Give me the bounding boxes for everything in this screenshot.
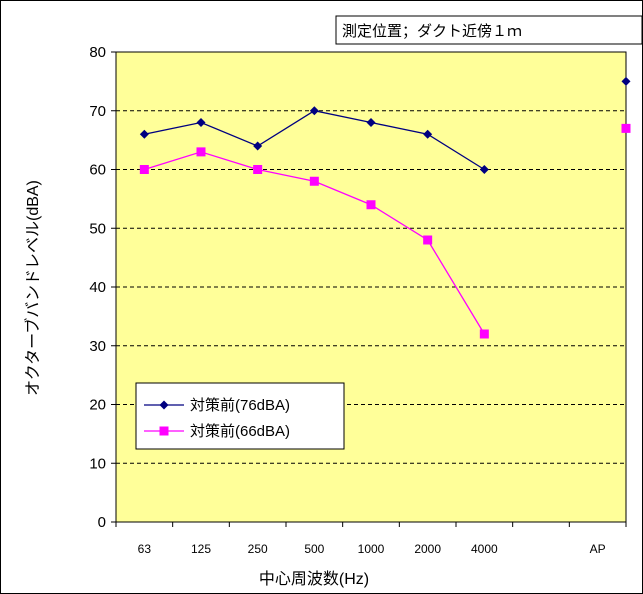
x-tick-label-250: 250 [248, 542, 268, 556]
legend-marker-1 [159, 400, 169, 410]
y-tick-label-80: 80 [89, 44, 106, 61]
x-tick-label-1000: 1000 [358, 542, 385, 556]
series-1-point-2000 [423, 129, 433, 139]
legend-label-1: 対策前(76dBA) [190, 397, 290, 414]
x-axis-ticks: 63 125 250 500 1000 2000 4000 AP [115, 522, 627, 556]
series-2-point-125 [196, 147, 206, 157]
series-1-point-250 [253, 141, 263, 151]
series-group [139, 76, 631, 339]
x-tick-label-125: 125 [191, 542, 211, 556]
y-tick-label-60: 60 [89, 162, 106, 179]
series-2-point-2000 [423, 235, 433, 245]
x-tick-label-AP: AP [590, 542, 606, 556]
legend-marker-2 [159, 426, 169, 436]
series-1-point-AP [621, 76, 631, 86]
series-2-point-500 [309, 176, 319, 186]
series-2 [139, 123, 631, 339]
x-tick-label-2000: 2000 [414, 542, 441, 556]
legend-label-2: 対策前(66dBA) [190, 423, 290, 440]
series-2-point-4000 [479, 329, 489, 339]
series-1-point-1000 [366, 118, 376, 127]
legend-box [135, 382, 345, 450]
series-1-point-500 [309, 106, 319, 116]
y-tick-label-20: 20 [89, 397, 106, 414]
y-tick-label-30: 30 [89, 338, 106, 355]
y-tick-label-0: 0 [98, 514, 106, 531]
series-2-point-250 [253, 165, 263, 174]
x-tick-label-63: 63 [138, 542, 152, 556]
x-axis-title: 中心周波数(Hz) [259, 570, 369, 588]
series-1-point-4000 [479, 165, 489, 174]
series-2-point-AP [621, 123, 631, 133]
series-2-point-1000 [366, 200, 376, 210]
y-tick-label-40: 40 [89, 279, 106, 296]
gridlines [116, 110, 626, 464]
series-1 [139, 76, 631, 174]
x-tick-label-4000: 4000 [471, 542, 498, 556]
series-1-point-63 [139, 129, 149, 139]
annotation-box [335, 15, 643, 45]
y-axis-ticks: 0 10 20 30 40 50 60 70 80 [89, 44, 116, 531]
series-2-point-63 [139, 165, 149, 174]
annotation-text: 測定位置；ダクト近傍１ｍ [342, 23, 522, 40]
y-tick-label-10: 10 [89, 455, 106, 472]
y-tick-label-70: 70 [89, 103, 106, 120]
y-tick-label-50: 50 [89, 220, 106, 237]
series-1-point-125 [196, 118, 206, 127]
legend: 対策前(76dBA) 対策前(66dBA) [135, 382, 345, 450]
y-axis-title: オクターブバンドレベル(dBA) [23, 180, 42, 396]
legend-items: 対策前(76dBA) 対策前(66dBA) [144, 397, 290, 440]
x-tick-label-500: 500 [304, 542, 324, 556]
